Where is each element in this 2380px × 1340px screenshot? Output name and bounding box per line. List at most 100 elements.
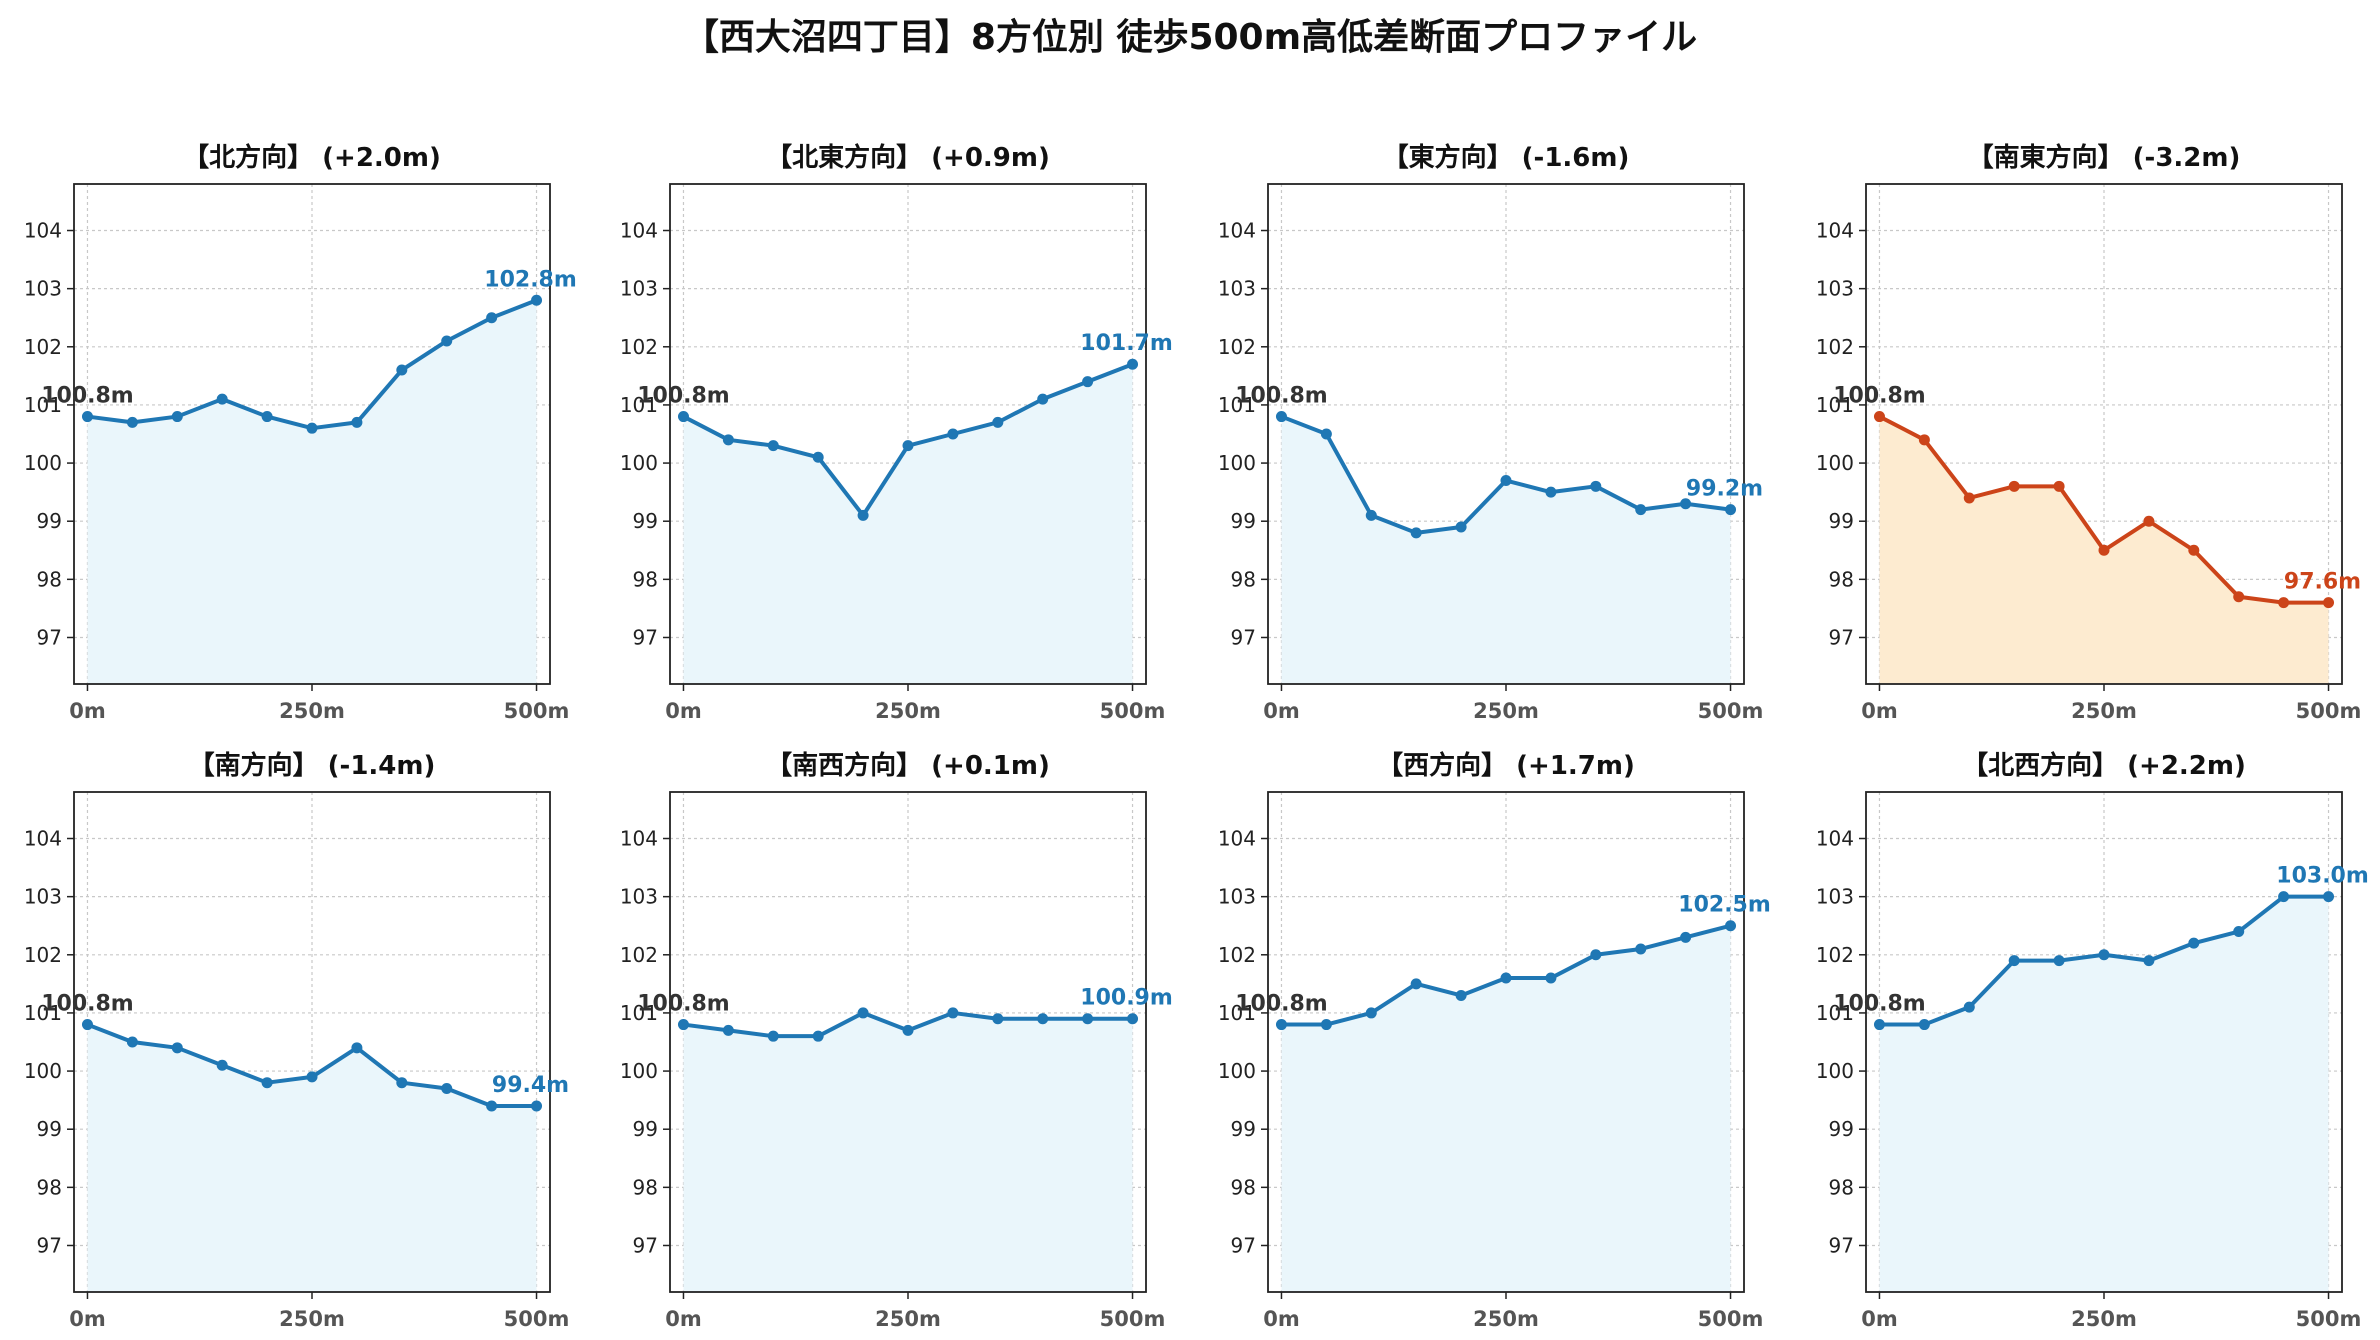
data-point [1680,931,1692,943]
x-tick-label: 250m [2071,699,2137,723]
y-tick-label: 102 [1816,335,1854,359]
data-point [1500,972,1512,984]
data-point [2008,955,2020,967]
data-point [1365,509,1377,521]
start-value-label: 100.8m [637,384,730,409]
data-point [1410,527,1422,539]
y-tick-label: 104 [1816,219,1854,243]
data-point [902,440,914,452]
data-point [2278,597,2290,609]
data-point [216,1059,228,1071]
data-point [261,411,273,423]
data-point [812,451,824,463]
panel-title: 【南東方向】 (-3.2m) [1968,142,2241,173]
y-tick-label: 98 [1829,1175,1854,1199]
x-tick-label: 0m [665,1307,702,1331]
start-value-label: 100.8m [41,992,134,1017]
chart-panel-5: 【南方向】 (-1.4m) 0m 250m 500m 97 98 99 100 101 102 10… [24,750,570,1331]
x-tick-label: 0m [1861,699,1898,723]
area-fill [1281,416,1731,684]
data-point [2233,926,2245,938]
data-point [767,440,779,452]
y-tick-label: 97 [1829,625,1854,649]
x-tick-label: 250m [1473,699,1539,723]
data-point [1680,498,1692,510]
data-point [1725,504,1737,516]
data-point [441,335,453,347]
data-point [1455,989,1467,1001]
x-tick-label: 500m [1100,699,1166,723]
y-tick-label: 99 [1829,1117,1854,1141]
data-point [81,1019,93,1031]
y-tick-label: 99 [1231,1117,1256,1141]
data-point [2008,480,2020,492]
start-value-label: 100.8m [1833,384,1926,409]
chart-panel-2: 【北東方向】 (+0.9m) 0m 250m 500m 97 98 99 100 101 102 1… [620,142,1173,723]
area-fill [1281,925,1731,1292]
y-tick-label: 99 [37,1117,62,1141]
y-tick-label: 101 [620,393,658,417]
x-tick-label: 250m [279,1307,345,1331]
chart-panel-3: 【東方向】 (-1.6m) 0m 250m 500m 97 98 99 100 101 102 10… [1218,142,1764,723]
chart-panel-6: 【南西方向】 (+0.1m) 0m 250m 500m 97 98 99 100 101 102 1… [620,750,1173,1331]
y-tick-label: 104 [620,219,658,243]
y-tick-label: 99 [633,509,658,533]
y-tick-label: 104 [24,219,62,243]
data-point [992,416,1004,428]
data-point [1873,1019,1885,1031]
data-point [1500,475,1512,487]
x-tick-label: 500m [1100,1307,1166,1331]
y-tick-label: 103 [620,277,658,301]
data-point [531,294,543,306]
y-tick-label: 97 [37,1233,62,1257]
end-value-label: 100.9m [1080,986,1173,1011]
data-point [1275,1019,1287,1031]
y-tick-label: 99 [633,1117,658,1141]
x-tick-label: 0m [665,699,702,723]
data-point [1873,411,1885,423]
data-point [2278,891,2290,903]
data-point [1590,480,1602,492]
panel-title: 【東方向】 (-1.6m) [1383,142,1630,173]
data-point [2098,949,2110,961]
data-point [486,1100,498,1112]
data-point [2188,544,2200,556]
y-tick-label: 104 [1218,827,1256,851]
y-tick-label: 98 [1231,1175,1256,1199]
data-point [306,1071,318,1083]
data-point [261,1077,273,1089]
y-tick-label: 101 [24,393,62,417]
y-tick-label: 98 [37,1175,62,1199]
x-tick-label: 500m [504,1307,570,1331]
data-point [486,312,498,324]
x-tick-label: 250m [875,699,941,723]
y-tick-label: 99 [1231,509,1256,533]
data-point [171,1042,183,1054]
data-point [126,1036,138,1048]
x-tick-label: 0m [1861,1307,1898,1331]
y-tick-label: 100 [24,451,62,475]
panel-title: 【南方向】 (-1.4m) [189,750,436,781]
data-point [1320,1019,1332,1031]
y-tick-label: 103 [1218,277,1256,301]
y-tick-label: 101 [1218,393,1256,417]
area-fill [683,1012,1133,1292]
end-value-label: 103.0m [2276,864,2369,889]
y-tick-label: 101 [1816,393,1854,417]
area-fill [87,1024,537,1292]
data-point [1963,1001,1975,1013]
x-tick-label: 250m [2071,1307,2137,1331]
area-fill [683,364,1133,684]
data-point [1082,376,1094,388]
y-tick-label: 98 [1829,567,1854,591]
y-tick-label: 98 [633,1175,658,1199]
data-point [992,1013,1004,1025]
y-tick-label: 103 [1218,885,1256,909]
y-tick-label: 98 [1231,567,1256,591]
data-point [1410,978,1422,990]
y-tick-label: 102 [1218,335,1256,359]
y-tick-label: 103 [1816,885,1854,909]
x-tick-label: 500m [1698,699,1764,723]
chart-panel-8: 【北西方向】 (+2.2m) 0m 250m 500m 97 98 99 100 101 102 1… [1816,750,2369,1331]
y-tick-label: 99 [37,509,62,533]
